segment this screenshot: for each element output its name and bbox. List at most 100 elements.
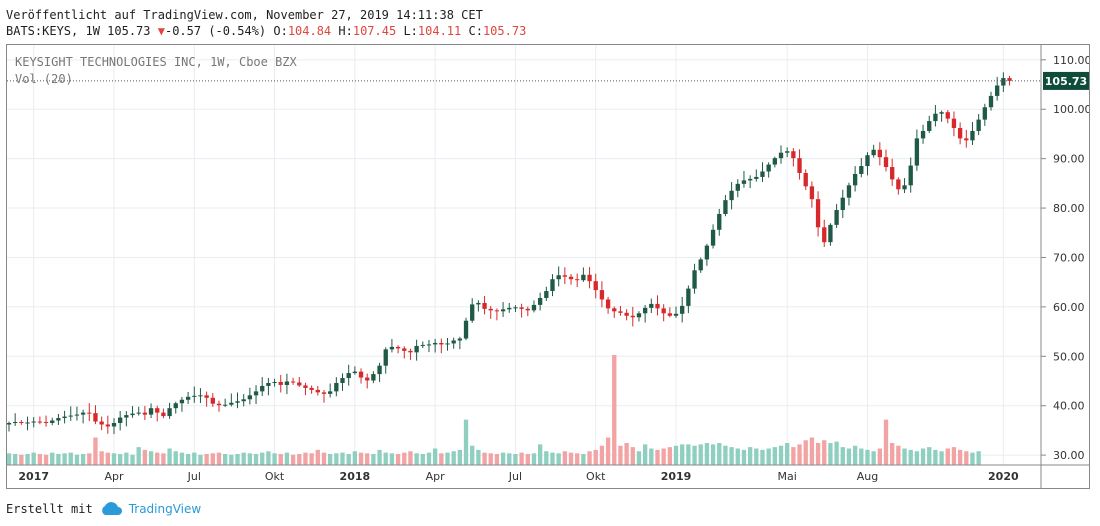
volume-bar xyxy=(655,449,660,465)
volume-bar xyxy=(278,454,283,465)
volume-bar xyxy=(525,454,530,465)
candle-body xyxy=(710,229,716,246)
candle-body xyxy=(772,158,777,165)
volume-bar xyxy=(760,449,765,465)
candle-body xyxy=(846,185,852,198)
candle-body xyxy=(717,213,722,230)
volume-bar xyxy=(531,453,537,465)
candle-body xyxy=(31,421,36,423)
volume-bar xyxy=(747,447,753,465)
volume-bar xyxy=(118,454,123,465)
candle-body xyxy=(550,279,555,292)
volume-bar xyxy=(105,452,110,465)
candle-body xyxy=(87,412,92,414)
candle-body xyxy=(612,308,617,312)
x-tick-label: Jul xyxy=(187,470,201,483)
candle-body xyxy=(105,424,110,427)
candle-body xyxy=(914,138,920,166)
volume-bar xyxy=(383,452,388,465)
candle-body xyxy=(457,338,463,341)
volume-bar xyxy=(803,440,808,465)
volume-bar xyxy=(173,451,178,465)
open-label: O: xyxy=(273,24,288,38)
candle-body xyxy=(278,381,283,385)
volume-bar xyxy=(896,445,901,465)
volume-bar xyxy=(229,454,234,465)
volume-bar xyxy=(130,454,135,465)
candle-body xyxy=(896,179,901,190)
price-change: -0.57 (-0.54%) xyxy=(164,24,267,38)
volume-bar xyxy=(253,454,259,465)
candle-body xyxy=(13,422,18,424)
volume-bar xyxy=(612,355,617,465)
volume-bar xyxy=(575,453,580,465)
volume-bar xyxy=(408,451,413,465)
candle-body xyxy=(482,302,487,309)
candle-body xyxy=(995,85,1000,96)
y-tick-label: 90.00 xyxy=(1053,153,1085,166)
symbol-label: BATS:KEYS, 1W 105.73 xyxy=(6,24,151,38)
volume-bar xyxy=(25,454,30,465)
volume-bar xyxy=(939,451,944,465)
candle-body xyxy=(43,422,49,424)
candle-body xyxy=(624,312,629,316)
candle-body xyxy=(927,121,932,131)
candle-body xyxy=(581,274,586,281)
price-chart[interactable]: 30.00 40.00 50.00 60.00 70.00 80.00 90.00 100.0… xyxy=(7,45,1089,488)
candle-body xyxy=(636,313,642,318)
volume-bar xyxy=(661,448,666,465)
candle-body xyxy=(1001,78,1006,86)
volume-bar xyxy=(414,453,419,465)
candle-body xyxy=(599,290,605,300)
volume-bar xyxy=(327,454,333,465)
candle-body xyxy=(494,310,500,312)
candle-body xyxy=(290,381,296,383)
volume-bar xyxy=(704,443,710,465)
volume-bar xyxy=(37,454,43,465)
volume-bar xyxy=(741,449,747,465)
candle-body xyxy=(37,421,43,423)
volume-bar xyxy=(488,453,493,465)
volume-bar xyxy=(457,449,463,465)
last-price-label: 105.73 xyxy=(1045,75,1087,88)
candle-body xyxy=(673,313,679,316)
candle-body xyxy=(1007,78,1012,81)
quote-line: BATS:KEYS, 1W 105.73 ▼-0.57 (-0.54%) O: 1… xyxy=(6,24,526,38)
candle-body xyxy=(155,408,160,413)
y-tick-label: 50.00 xyxy=(1053,350,1085,363)
candle-body xyxy=(365,377,370,381)
volume-bar xyxy=(290,454,296,465)
volume-bar xyxy=(463,419,469,465)
candle-body xyxy=(309,387,314,390)
volume-bar xyxy=(797,444,802,465)
volume-bar xyxy=(303,452,308,465)
volume-bar xyxy=(605,437,611,465)
y-tick-label: 70.00 xyxy=(1053,251,1085,264)
candle-body xyxy=(964,138,969,141)
candle-body xyxy=(661,308,666,314)
close-value: 105.73 xyxy=(482,24,527,38)
volume-bar xyxy=(334,453,339,465)
volume-bar xyxy=(19,454,24,465)
down-arrow-icon: ▼ xyxy=(157,24,165,38)
volume-bar xyxy=(241,452,246,465)
tradingview-brand-link[interactable]: TradingView xyxy=(128,502,202,516)
volume-bar xyxy=(914,451,920,465)
volume-bar xyxy=(729,447,734,465)
x-tick-label: 2017 xyxy=(18,470,49,483)
candle-body xyxy=(951,118,957,129)
volume-bar xyxy=(68,452,73,465)
volume-bar xyxy=(315,449,320,465)
x-tick-label: Jul xyxy=(508,470,522,483)
volume-bar xyxy=(247,453,253,465)
candle-body xyxy=(630,315,635,318)
volume-bar xyxy=(723,445,728,465)
candle-body xyxy=(383,349,388,366)
y-tick-label: 60.00 xyxy=(1053,301,1085,314)
candle-body xyxy=(352,371,358,374)
candle-body xyxy=(729,190,734,201)
chart-title: KEYSIGHT TECHNOLOGIES INC, 1W, Cboe BZX xyxy=(15,55,298,69)
volume-bar xyxy=(395,454,401,465)
candle-body xyxy=(358,371,364,378)
volume-bar xyxy=(451,451,456,465)
